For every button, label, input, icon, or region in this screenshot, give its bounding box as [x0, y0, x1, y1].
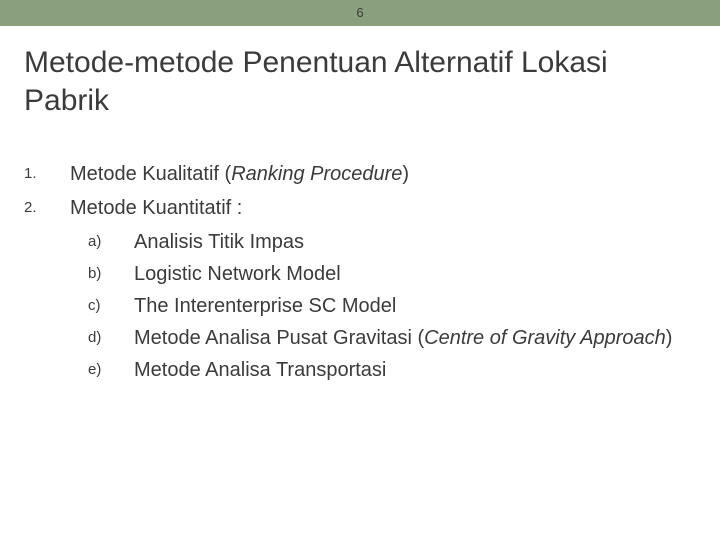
- sub-text: Analisis Titik Impas: [134, 227, 304, 257]
- text-plain: Metode Kuantitatif :: [70, 197, 242, 219]
- list-text: Metode Kuantitatif :: [70, 193, 242, 223]
- list-marker: 2.: [24, 193, 70, 223]
- text-plain: Analisis Titik Impas: [134, 231, 304, 253]
- sub-marker: e): [88, 355, 134, 385]
- text-after: ): [666, 327, 673, 349]
- sub-list-item: e) Metode Analisa Transportasi: [88, 355, 720, 385]
- list-item: 1. Metode Kualitatif (Ranking Procedure): [24, 159, 720, 189]
- sub-text: Metode Analisa Pusat Gravitasi (Centre o…: [134, 323, 672, 353]
- page-number: 6: [356, 5, 363, 20]
- sub-list-item: d) Metode Analisa Pusat Gravitasi (Centr…: [88, 323, 720, 353]
- sub-marker: d): [88, 323, 134, 353]
- list-text: Metode Kualitatif (Ranking Procedure): [70, 159, 409, 189]
- sub-list-item: a) Analisis Titik Impas: [88, 227, 720, 257]
- slide-header-bar: 6: [0, 0, 720, 26]
- list-item: 2. Metode Kuantitatif :: [24, 193, 720, 223]
- sub-text: Logistic Network Model: [134, 259, 341, 289]
- slide-title: Metode-metode Penentuan Alternatif Lokas…: [24, 44, 684, 119]
- text-plain: Metode Analisa Pusat Gravitasi (: [134, 327, 424, 349]
- text-after: ): [402, 163, 409, 185]
- list-marker: 1.: [24, 159, 70, 189]
- sub-text: The Interenterprise SC Model: [134, 291, 396, 321]
- text-plain: Metode Kualitatif (: [70, 163, 231, 185]
- sub-marker: b): [88, 259, 134, 289]
- text-italic: Centre of Gravity Approach: [424, 327, 666, 349]
- text-plain: Metode Analisa Transportasi: [134, 359, 386, 381]
- text-plain: The Interenterprise SC Model: [134, 295, 396, 317]
- slide-body: 1. Metode Kualitatif (Ranking Procedure)…: [24, 159, 720, 385]
- sub-list: a) Analisis Titik Impas b) Logistic Netw…: [88, 227, 720, 385]
- sub-text: Metode Analisa Transportasi: [134, 355, 386, 385]
- sub-list-item: c) The Interenterprise SC Model: [88, 291, 720, 321]
- text-plain: Logistic Network Model: [134, 263, 341, 285]
- text-italic: Ranking Procedure: [231, 163, 402, 185]
- sub-list-item: b) Logistic Network Model: [88, 259, 720, 289]
- sub-marker: c): [88, 291, 134, 321]
- sub-marker: a): [88, 227, 134, 257]
